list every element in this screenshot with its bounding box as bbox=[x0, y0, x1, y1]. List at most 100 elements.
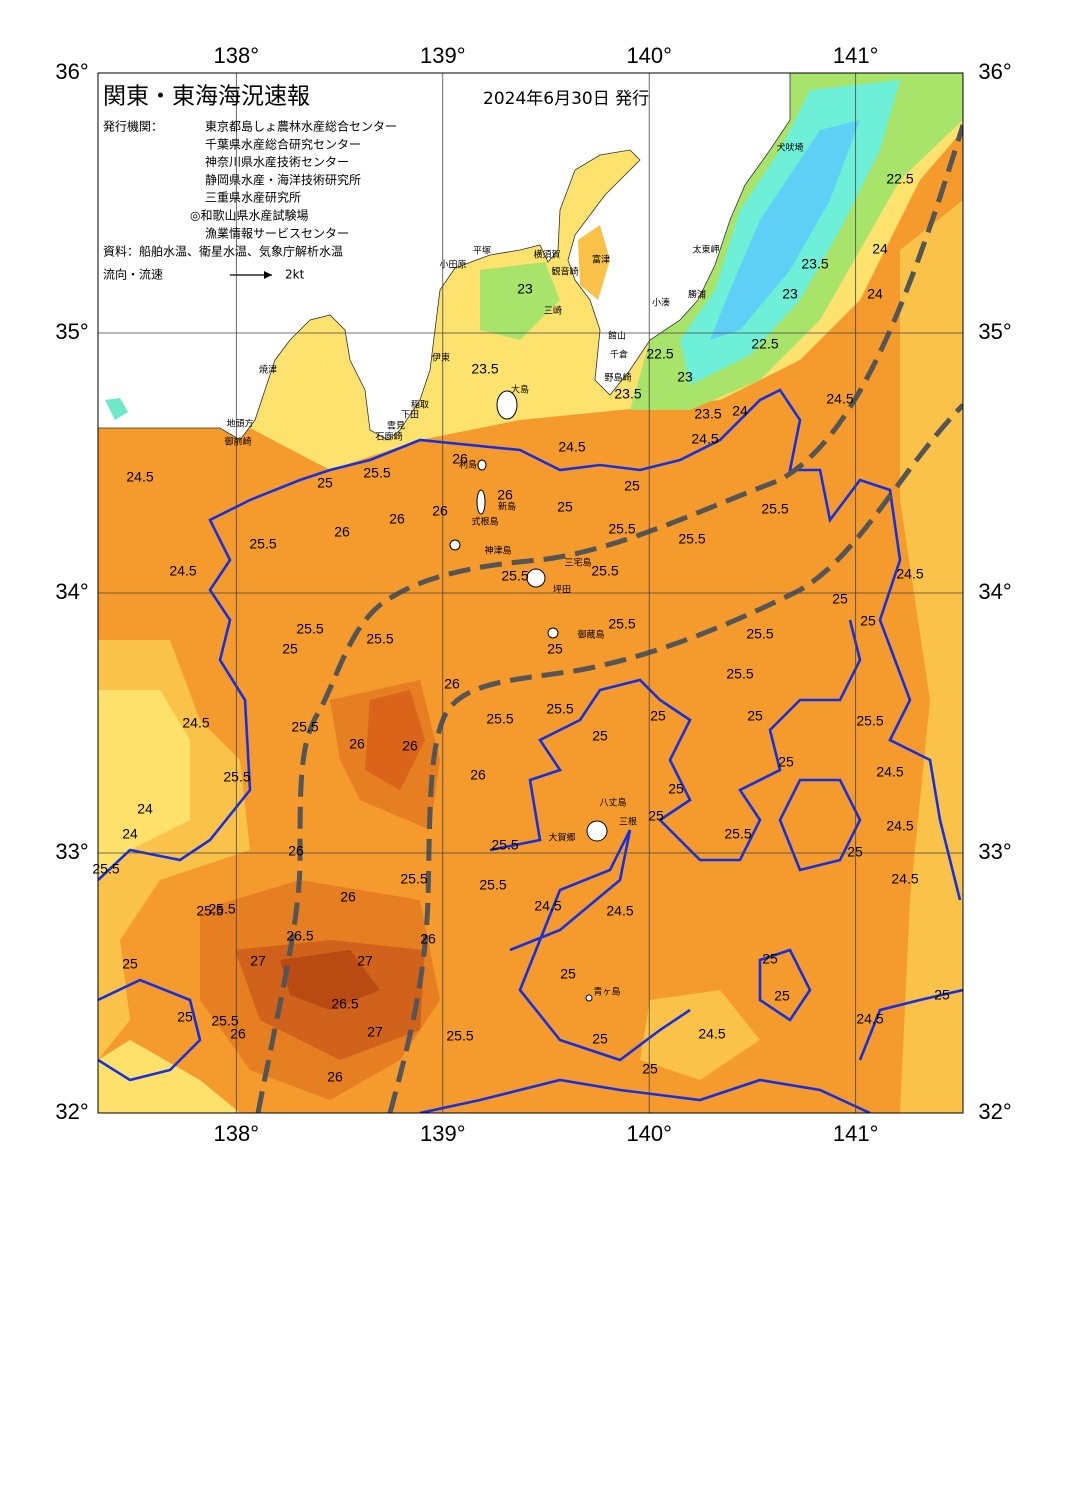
isotherm-label: 25.5 bbox=[486, 711, 513, 727]
lon-label-top: 141° bbox=[833, 43, 879, 68]
isotherm-label: 25 bbox=[642, 1061, 658, 1077]
isotherm-label: 25 bbox=[560, 966, 576, 982]
isotherm-label: 26 bbox=[444, 676, 460, 692]
isotherm-label: 25 bbox=[122, 956, 138, 972]
place-name: 式根島 bbox=[471, 516, 498, 528]
place-name: 三根 bbox=[619, 816, 637, 828]
isotherm-label: 25 bbox=[624, 478, 640, 494]
place-name: 三宅島 bbox=[564, 557, 591, 569]
isotherm-label: 22.5 bbox=[751, 336, 778, 352]
isotherm-label: 25 bbox=[668, 781, 684, 797]
isotherm-label: 27 bbox=[250, 953, 266, 969]
isotherm-label: 24.5 bbox=[534, 898, 561, 914]
place-name: 焼津 bbox=[259, 365, 277, 376]
isotherm-label: 23 bbox=[782, 286, 798, 302]
isotherm-label: 23.5 bbox=[471, 361, 498, 377]
isotherm-label: 25 bbox=[847, 844, 863, 860]
lat-label-left: 34° bbox=[55, 579, 88, 604]
place-name: 小湊 bbox=[652, 297, 670, 309]
cool-water bbox=[98, 690, 190, 880]
lon-label-bottom: 138° bbox=[214, 1121, 260, 1146]
isotherm-label: 24 bbox=[867, 286, 883, 302]
isotherm-label: 25.5 bbox=[608, 616, 635, 632]
lon-label-top: 138° bbox=[214, 43, 260, 68]
place-name: 富津 bbox=[592, 254, 610, 266]
place-name: 伊東 bbox=[432, 352, 450, 364]
isotherm-label: 25 bbox=[547, 641, 563, 657]
issuer: ◎和歌山県水産試験場 bbox=[190, 208, 308, 223]
lat-label-right: 32° bbox=[978, 1099, 1011, 1124]
lat-label-right: 35° bbox=[978, 319, 1011, 344]
isotherm-label: 25.5 bbox=[479, 877, 506, 893]
source: 資料：船舶水温、衛星水温、気象庁解析水温 bbox=[103, 244, 343, 259]
lon-label-top: 140° bbox=[626, 43, 672, 68]
island bbox=[547, 627, 559, 639]
lat-label-right: 34° bbox=[978, 579, 1011, 604]
island bbox=[496, 390, 518, 420]
place-name: 利島 bbox=[459, 459, 477, 471]
cold-water bbox=[480, 262, 560, 340]
place-name: 観音崎 bbox=[551, 266, 578, 278]
place-name: 新島 bbox=[498, 501, 516, 513]
place-name: 大賀郷 bbox=[548, 832, 575, 844]
place-name: 八丈島 bbox=[599, 797, 626, 809]
place-name: 勝浦 bbox=[688, 289, 706, 301]
island bbox=[477, 459, 487, 471]
cold-water bbox=[710, 120, 860, 340]
map-body bbox=[98, 73, 963, 1113]
isotherm-label: 26 bbox=[432, 503, 448, 519]
isotherm-label: 26 bbox=[470, 767, 486, 783]
isotherm-label: 25 bbox=[747, 708, 763, 724]
isotherm-label: 26.5 bbox=[331, 996, 358, 1012]
island bbox=[585, 994, 593, 1002]
land bbox=[98, 73, 791, 441]
bay bbox=[105, 398, 128, 420]
isotherm-label: 26 bbox=[349, 736, 365, 752]
isotherm-label: 24 bbox=[137, 801, 153, 817]
contour-line bbox=[758, 948, 812, 1022]
place-name: 雲見 bbox=[387, 421, 405, 432]
isotherm-label: 25 bbox=[592, 728, 608, 744]
isotherm-label: 27 bbox=[357, 953, 373, 969]
isotherm-label: 22.5 bbox=[886, 171, 913, 187]
isotherm-label: 25 bbox=[648, 808, 664, 824]
cool-water bbox=[640, 990, 760, 1080]
isotherm-label: 26 bbox=[497, 487, 513, 503]
isotherm-label: 25.5 bbox=[446, 1028, 473, 1044]
isotherm-label: 25 bbox=[860, 613, 876, 629]
place-name: 青ヶ島 bbox=[593, 986, 620, 998]
isotherm-label: 24.5 bbox=[886, 818, 913, 834]
place-name: 坪田 bbox=[553, 585, 571, 596]
isotherm-label: 25.5 bbox=[223, 769, 250, 785]
place-name: 大島 bbox=[511, 384, 529, 396]
place-name: 御蔵島 bbox=[577, 629, 604, 641]
lon-label-bottom: 141° bbox=[833, 1121, 879, 1146]
place-name: 千倉 bbox=[610, 349, 628, 361]
place-name: 石廊崎 bbox=[375, 431, 402, 443]
isotherm-label: 24.5 bbox=[826, 391, 853, 407]
issuer: 三重県水産研究所 bbox=[205, 190, 301, 205]
isotherm-label: 26 bbox=[340, 889, 356, 905]
isotherm-label: 25.5 bbox=[724, 826, 751, 842]
contour-line bbox=[509, 829, 691, 1062]
place-name: 三崎 bbox=[544, 305, 562, 317]
isotherm-label: 25 bbox=[934, 987, 950, 1003]
isotherm-label: 25 bbox=[650, 708, 666, 724]
isotherm-label: 22.5 bbox=[646, 346, 673, 362]
isotherm-label: 26 bbox=[420, 931, 436, 947]
issuer: 神奈川県水産技術センター bbox=[205, 154, 349, 169]
map-frame bbox=[97, 72, 964, 1114]
place-name: 下田 bbox=[401, 410, 419, 421]
place-name: 犬吠埼 bbox=[776, 142, 803, 154]
place-name: 小田原 bbox=[439, 260, 466, 271]
isotherm-label: 24.5 bbox=[169, 563, 196, 579]
lat-label-left: 33° bbox=[55, 839, 88, 864]
warm-water bbox=[365, 690, 425, 790]
isotherm-label: 25 bbox=[762, 951, 778, 967]
isotherm-label: 25.5 bbox=[296, 621, 323, 637]
place-name: 神津島 bbox=[484, 545, 511, 557]
isotherm-label: 25.5 bbox=[196, 903, 223, 919]
isotherm-label: 26 bbox=[389, 511, 405, 527]
issuer-label: 発行機関： bbox=[103, 119, 163, 134]
issuer: 東京都島しょ農林水産総合センター bbox=[205, 119, 397, 134]
